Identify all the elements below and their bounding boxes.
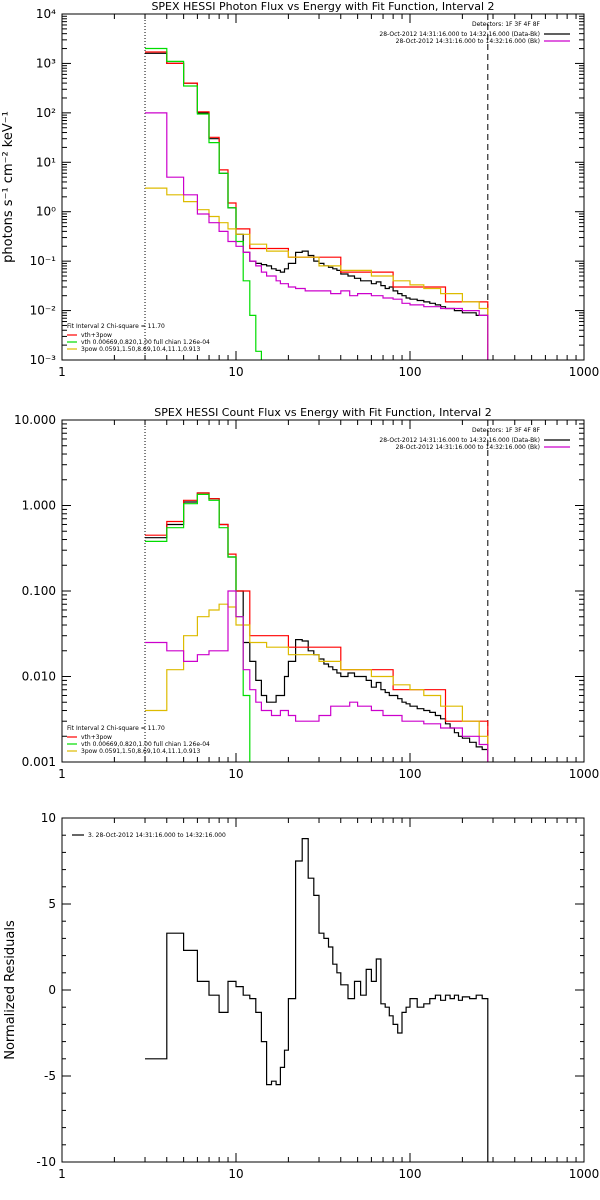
y-tick-label: -5 bbox=[44, 1069, 56, 1083]
x-tick-label: 100 bbox=[399, 1167, 422, 1181]
x-tick-label: 1000 bbox=[569, 1167, 600, 1181]
x-tick-label: 10 bbox=[228, 365, 243, 379]
y-tick-label: 0 bbox=[48, 983, 56, 997]
chart-title: SPEX HESSI Photon Flux vs Energy with Fi… bbox=[151, 0, 494, 13]
y-tick-label: 10³ bbox=[36, 56, 56, 70]
series-line-1 bbox=[145, 837, 489, 1162]
y-tick-label: 1.000 bbox=[22, 499, 56, 513]
legend-top-right: Detectors: 1F 3F 4F 8F 28-Oct-2012 14:31:… bbox=[379, 427, 570, 451]
series-line-4 bbox=[145, 603, 489, 762]
series-line-5 bbox=[145, 112, 489, 360]
legend-entry-label: 28-Oct-2012 14:31:16.000 to 14:32:16.000… bbox=[379, 31, 540, 38]
legend-bottom-left: Fit Interval 2 Chi-square = 11.70 vth+3po… bbox=[67, 725, 210, 755]
legend-entry-label: 3pow 0.0591,1.50,8.69,10.4,11.1,0.913 bbox=[81, 346, 200, 353]
series-line-2 bbox=[145, 51, 489, 316]
y-tick-label: 10⁴ bbox=[36, 7, 56, 21]
y-axis-label: photons s⁻¹ cm⁻² keV⁻¹ bbox=[1, 111, 16, 263]
y-tick-label: 10⁻² bbox=[30, 304, 57, 318]
legend-entry-label: 3. 28-Oct-2012 14:31:16.000 to 14:32:16.… bbox=[88, 832, 226, 839]
legend-entry-label: 28-Oct-2012 14:31:16.000 to 14:32:16.000… bbox=[396, 38, 540, 45]
x-tick-label: 1 bbox=[58, 1167, 66, 1181]
y-tick-label: 10² bbox=[36, 106, 56, 120]
y-tick-label: 10⁻¹ bbox=[30, 254, 57, 268]
panel-3: Normalized Residuals 1 10 100 1000 -10 -5 0 5 10 3… bbox=[3, 811, 599, 1181]
y-tick-label: 5 bbox=[48, 897, 56, 911]
y-tick-label: 10¹ bbox=[36, 155, 56, 169]
panel-1: SPEX HESSI Photon Flux vs Energy with Fi… bbox=[1, 0, 599, 379]
legend-bottom-left: Fit Interval 2 Chi-square = 11.70 vth+3po… bbox=[67, 323, 210, 353]
legend-header: Detectors: 1F 3F 4F 8F bbox=[472, 427, 541, 434]
x-tick-label: 100 bbox=[399, 365, 422, 379]
chart-title: SPEX HESSI Count Flux vs Energy with Fit… bbox=[154, 406, 491, 419]
y-tick-label: 0.001 bbox=[22, 755, 56, 769]
y-tick-label: 0.010 bbox=[22, 670, 56, 684]
y-tick-label: -10 bbox=[36, 1155, 56, 1169]
legend-top-left: 3. 28-Oct-2012 14:31:16.000 to 14:32:16.… bbox=[72, 832, 226, 839]
plot-frame bbox=[61, 817, 585, 1163]
x-tick-label: 1 bbox=[58, 365, 66, 379]
x-tick-label: 1 bbox=[58, 767, 66, 781]
series-line-4 bbox=[145, 187, 489, 360]
legend-header: Detectors: 1F 3F 4F 8F bbox=[472, 21, 541, 28]
panel-2: SPEX HESSI Count Flux vs Energy with Fit… bbox=[14, 406, 599, 781]
series-line-5 bbox=[145, 590, 489, 762]
legend-entry-label: vth+3pow bbox=[81, 332, 112, 339]
legend-entry-label: 28-Oct-2012 14:31:16.000 to 14:32:16.000… bbox=[396, 444, 540, 451]
y-tick-label: 10 bbox=[41, 811, 56, 825]
legend-entry-label: vth+3pow bbox=[81, 734, 112, 741]
legend-entry-label: vth 0.00669,0.820,1.00 full chian 1.26e-… bbox=[81, 339, 210, 346]
legend-entry-label: 28-Oct-2012 14:31:16.000 to 14:32:16.000… bbox=[379, 437, 540, 444]
y-tick-label: 10.000 bbox=[14, 413, 56, 427]
y-tick-label: 0.100 bbox=[22, 584, 56, 598]
y-axis-ticks bbox=[62, 13, 584, 361]
plot-frame bbox=[61, 419, 585, 763]
series-line-3 bbox=[145, 47, 262, 360]
y-tick-label: 10⁻³ bbox=[30, 353, 57, 367]
legend-header: Fit Interval 2 Chi-square = 11.70 bbox=[67, 323, 165, 330]
y-axis-label: Normalized Residuals bbox=[3, 920, 18, 1060]
x-tick-label: 10 bbox=[228, 1167, 243, 1181]
x-tick-label: 100 bbox=[399, 767, 422, 781]
legend-entry-label: vth 0.00669,0.820,1.00 full chian 1.26e-… bbox=[81, 741, 210, 748]
x-tick-label: 1000 bbox=[569, 767, 600, 781]
legend-top-right: Detectors: 1F 3F 4F 8F 28-Oct-2012 14:31:… bbox=[379, 21, 570, 45]
x-tick-label: 10 bbox=[228, 767, 243, 781]
legend-entry-label: 3pow 0.0591,1.50,8.69,10.4,11.1,0.913 bbox=[81, 748, 200, 755]
y-tick-label: 10⁰ bbox=[36, 205, 56, 219]
series-line-1 bbox=[145, 492, 489, 762]
x-axis-ticks bbox=[61, 818, 577, 1162]
legend-header: Fit Interval 2 Chi-square = 11.70 bbox=[67, 725, 165, 732]
x-tick-label: 1000 bbox=[569, 365, 600, 379]
plot-frame bbox=[61, 13, 585, 361]
